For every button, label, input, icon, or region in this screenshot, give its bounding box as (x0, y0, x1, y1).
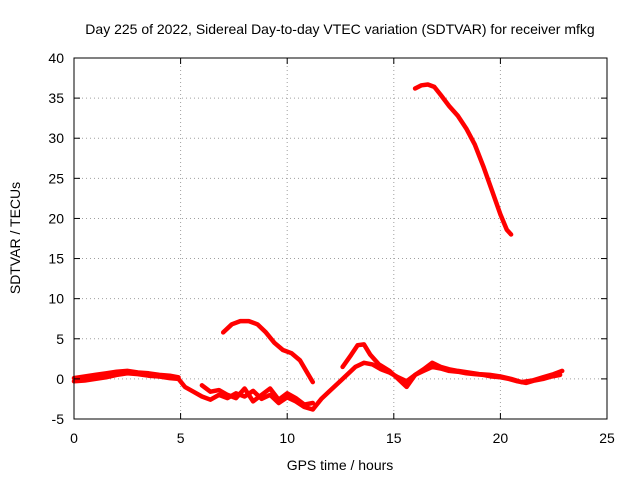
y-axis-label: SDTVAR / TECUs (7, 182, 23, 294)
x-tick-label: 20 (493, 430, 509, 446)
y-tick-label: 15 (48, 251, 64, 267)
plot-frame (73, 57, 608, 420)
x-axis-label: GPS time / hours (287, 457, 394, 473)
axis-ticks (73, 57, 608, 420)
x-tick-labels: 0 5 10 15 20 25 (70, 430, 615, 446)
series-line-track-d (199, 383, 316, 407)
x-tick-label: 10 (279, 430, 295, 446)
series-line-track-h (412, 82, 514, 237)
y-tick-labels: -5 0 5 10 15 20 25 30 35 40 (48, 50, 64, 427)
y-tick-label: 25 (48, 170, 64, 186)
y-tick-label: 20 (48, 210, 64, 226)
chart-title: Day 225 of 2022, Sidereal Day-to-day VTE… (85, 21, 594, 37)
y-tick-label: 0 (56, 371, 64, 387)
y-tick-label: 30 (48, 130, 64, 146)
grid (74, 58, 607, 419)
series-line-track-g (220, 318, 316, 385)
data-series (71, 82, 565, 412)
series-line-track-b (71, 371, 181, 384)
x-tick-label: 5 (177, 430, 185, 446)
series-line-track-c (176, 376, 316, 412)
y-tick-label: 5 (56, 331, 64, 347)
y-tick-label: 10 (48, 291, 64, 307)
x-tick-label: 25 (599, 430, 615, 446)
y-tick-label: 35 (48, 90, 64, 106)
x-tick-label: 0 (70, 430, 78, 446)
x-tick-label: 15 (386, 430, 402, 446)
y-tick-label: -5 (52, 411, 65, 427)
series-line-track-f (340, 342, 565, 390)
series-line-track-e (310, 360, 563, 412)
y-tick-label: 40 (48, 50, 64, 66)
